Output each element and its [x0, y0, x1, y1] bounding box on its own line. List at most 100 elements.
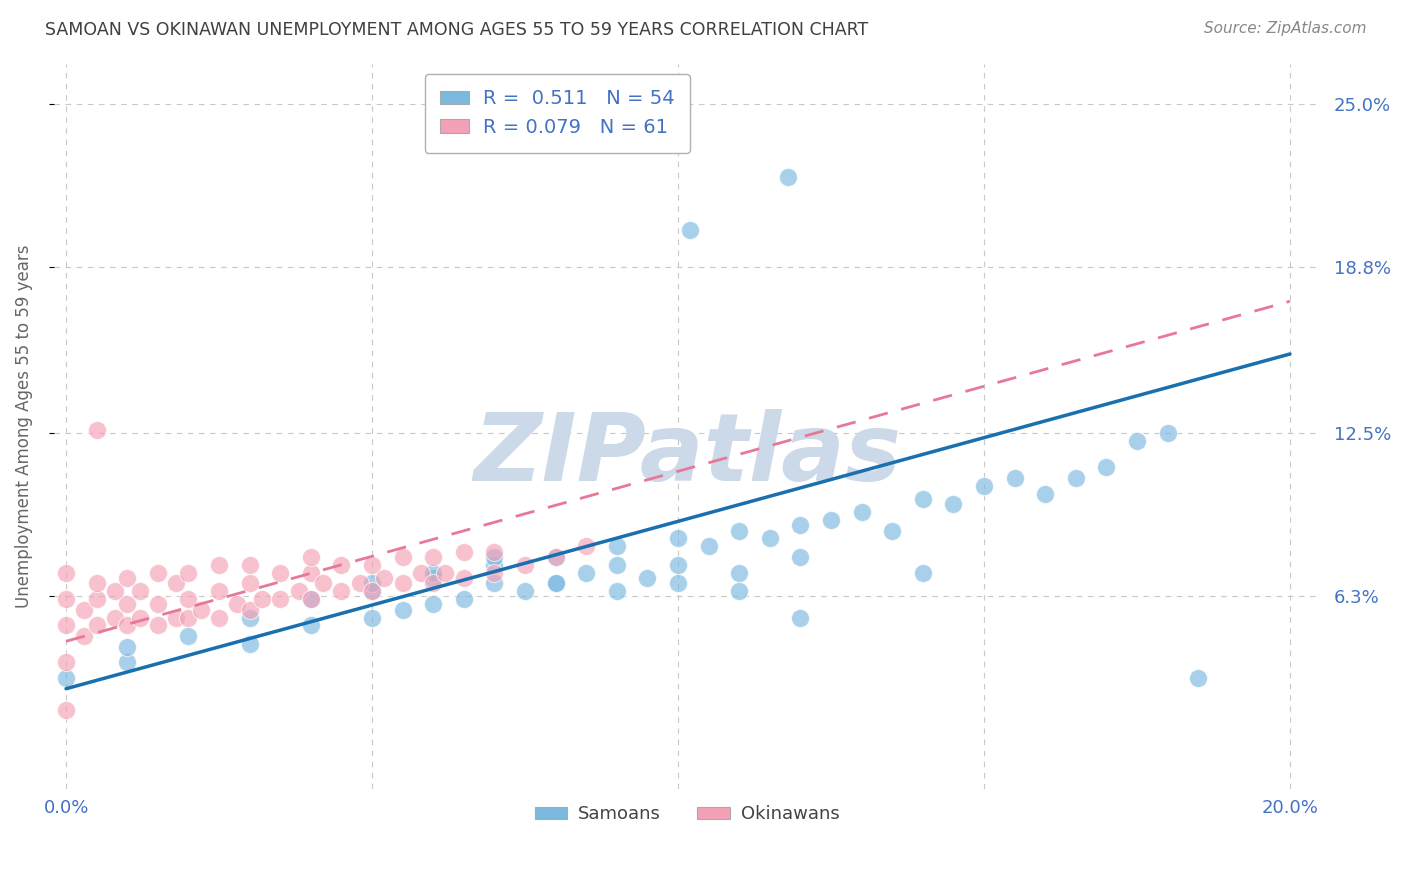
Point [287, 584, 309, 599]
Text: ZIPatlas: ZIPatlas [474, 409, 901, 501]
Point [239, 602, 262, 616]
Point [422, 598, 444, 612]
Y-axis label: Unemployment Among Ages 55 to 59 years: Unemployment Among Ages 55 to 59 years [15, 244, 32, 608]
Point [55, 656, 77, 670]
Point [453, 571, 475, 585]
Point [1064, 471, 1087, 485]
Point [239, 610, 262, 624]
Point [679, 223, 702, 237]
Point [882, 524, 904, 538]
Point [1095, 460, 1118, 475]
Point [55, 566, 77, 580]
Point [239, 558, 262, 572]
Point [208, 558, 231, 572]
Point [104, 610, 127, 624]
Point [453, 544, 475, 558]
Point [86, 424, 108, 438]
Point [789, 518, 811, 533]
Point [208, 610, 231, 624]
Point [911, 491, 934, 506]
Point [86, 618, 108, 632]
Point [391, 602, 413, 616]
Point [128, 610, 150, 624]
Point [299, 566, 322, 580]
Point [697, 540, 720, 554]
Point [239, 637, 262, 651]
Point [666, 532, 689, 546]
Point [165, 576, 187, 591]
Point [851, 505, 873, 519]
Point [312, 576, 335, 591]
Point [117, 598, 139, 612]
Point [73, 602, 96, 616]
Point [239, 576, 262, 591]
Point [422, 571, 444, 585]
Point [544, 549, 567, 564]
Point [422, 576, 444, 591]
Point [330, 558, 353, 572]
Point [513, 584, 536, 599]
Point [789, 610, 811, 624]
Point [789, 549, 811, 564]
Text: Source: ZipAtlas.com: Source: ZipAtlas.com [1204, 21, 1367, 36]
Point [973, 479, 995, 493]
Point [269, 592, 291, 607]
Point [361, 610, 384, 624]
Point [636, 571, 658, 585]
Point [409, 566, 432, 580]
Point [55, 592, 77, 607]
Text: SAMOAN VS OKINAWAN UNEMPLOYMENT AMONG AGES 55 TO 59 YEARS CORRELATION CHART: SAMOAN VS OKINAWAN UNEMPLOYMENT AMONG AG… [45, 21, 869, 38]
Point [391, 549, 413, 564]
Point [575, 566, 598, 580]
Point [575, 540, 598, 554]
Point [484, 558, 506, 572]
Point [453, 592, 475, 607]
Point [434, 566, 457, 580]
Point [911, 566, 934, 580]
Point [544, 576, 567, 591]
Point [177, 592, 200, 607]
Point [666, 558, 689, 572]
Point [361, 558, 384, 572]
Legend: Samoans, Okinawans: Samoans, Okinawans [527, 798, 846, 830]
Point [1126, 434, 1149, 448]
Point [349, 576, 371, 591]
Point [513, 558, 536, 572]
Point [484, 549, 506, 564]
Point [759, 532, 782, 546]
Point [1033, 486, 1056, 500]
Point [422, 549, 444, 564]
Point [117, 656, 139, 670]
Point [299, 592, 322, 607]
Point [104, 584, 127, 599]
Point [778, 170, 800, 185]
Point [606, 540, 628, 554]
Point [299, 592, 322, 607]
Point [86, 592, 108, 607]
Point [606, 584, 628, 599]
Point [128, 584, 150, 599]
Point [484, 566, 506, 580]
Point [55, 671, 77, 685]
Point [942, 497, 965, 511]
Point [484, 544, 506, 558]
Point [86, 576, 108, 591]
Point [55, 703, 77, 717]
Point [190, 602, 212, 616]
Point [146, 598, 169, 612]
Point [391, 576, 413, 591]
Point [1156, 425, 1178, 440]
Point [361, 584, 384, 599]
Point [1187, 671, 1209, 685]
Point [330, 584, 353, 599]
Point [544, 576, 567, 591]
Point [666, 576, 689, 591]
Point [728, 566, 751, 580]
Point [146, 618, 169, 632]
Point [146, 566, 169, 580]
Point [361, 576, 384, 591]
Point [226, 598, 249, 612]
Point [117, 571, 139, 585]
Point [299, 549, 322, 564]
Point [73, 629, 96, 643]
